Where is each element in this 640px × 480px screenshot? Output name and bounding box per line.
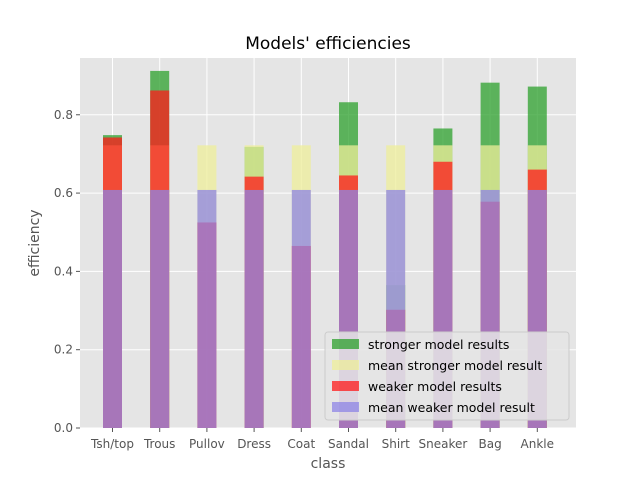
legend-box [324, 331, 570, 421]
x-tick-label: Trous [143, 437, 175, 451]
legend-swatch [332, 381, 359, 391]
x-tick-label: Ankle [521, 437, 554, 451]
chart-title: Models' efficiencies [245, 34, 411, 54]
legend: stronger model results mean stronger mode… [324, 331, 570, 421]
x-tick-label: Shirt [382, 437, 410, 451]
y-tick-label: 0.0 [54, 421, 73, 435]
y-tick-label: 0.8 [54, 108, 73, 122]
legend-swatch [332, 360, 359, 370]
y-tick-label: 0.4 [54, 264, 73, 278]
mean-weaker-model-bar [150, 189, 170, 428]
x-tick-label: Sandal [328, 437, 369, 451]
mean-weaker-model-bar [244, 189, 264, 428]
x-tick-label: Tsh/top [90, 437, 134, 451]
legend-item-mean-weaker-model-result: mean weaker model result [368, 400, 535, 415]
mean-weaker-model-bar [291, 189, 311, 428]
legend-swatch [332, 339, 359, 349]
x-tick-label: Dress [237, 437, 271, 451]
legend-item-stronger-model-results: stronger model results [368, 337, 509, 352]
y-tick-label: 0.2 [54, 343, 73, 357]
legend-item-weaker-model-results: weaker model results [368, 379, 502, 394]
x-tick-labels: Tsh/top Trous Pullov Dress Coat Sandal Shirt Sn… [90, 437, 554, 451]
x-tick-label: Bag [478, 437, 501, 451]
x-axis-label: class [311, 456, 346, 472]
legend-swatch [332, 402, 359, 412]
mean-weaker-model-bar [103, 189, 122, 428]
mean-weaker-model-bar [197, 189, 217, 428]
legend-item-mean-stronger-model-result: mean stronger model result [368, 358, 542, 373]
y-tick-labels: 0.0 0.2 0.4 0.6 0.8 [54, 108, 73, 435]
x-tick-label: Pullov [189, 437, 225, 451]
y-tick-label: 0.6 [54, 186, 73, 200]
y-axis-label: efficiency [27, 209, 43, 276]
x-tick-label: Coat [287, 437, 315, 451]
x-tick-label: Sneaker [419, 437, 468, 451]
